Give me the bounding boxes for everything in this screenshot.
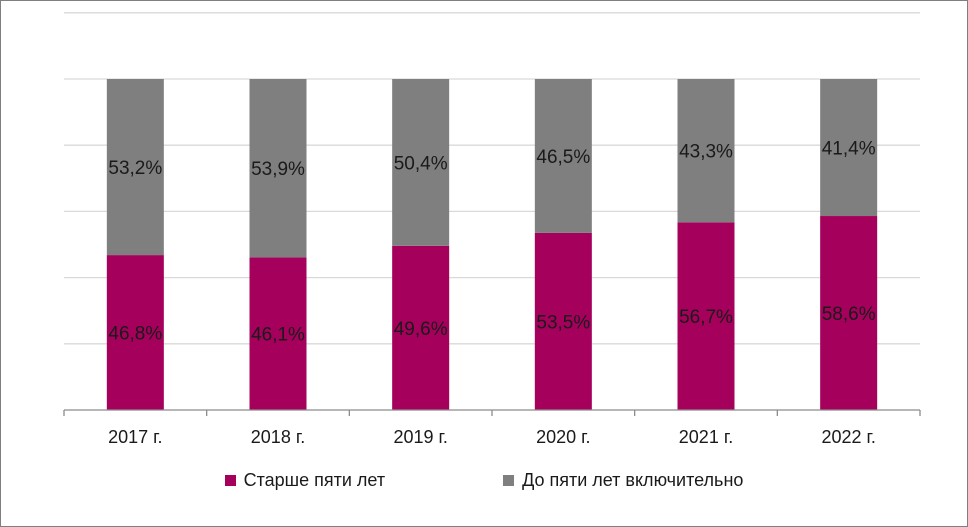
x-axis: 2017 г. 2018 г. 2019 г. 2020 г. 2021 г. 2022 … [63,409,921,447]
data-labels: 46,8% 53,2% 46,1% 53,9% 49,6% 50,4% 53,5% 46,5%… [108,139,875,346]
legend-swatch-younger [503,475,515,486]
legend-label-younger: До пяти лет включительно [522,470,744,490]
bar-segment-s1-5 [820,79,878,217]
x-tick-label-0: 2017 г. [108,427,162,447]
data-label-s1-0: 53,2% [108,158,162,179]
legend: Старше пяти лет До пяти лет включительно [0,470,968,491]
data-label-s0-2: 49,6% [394,319,448,340]
bar-segment-s1-4 [677,79,735,223]
x-tick-label-4: 2021 г. [679,427,733,447]
legend-label-older: Старше пяти лет [243,470,386,490]
bar-segment-s0-5 [820,216,878,410]
data-label-s0-0: 46,8% [108,324,162,345]
bar-segment-s0-4 [677,222,735,410]
x-tick-label-2: 2019 г. [393,427,447,447]
bar-segment-s0-2 [392,245,450,410]
bar-segment-s0-0 [106,255,164,410]
data-label-s1-4: 43,3% [679,142,733,163]
bars [106,79,878,410]
bar-segment-s1-0 [106,79,164,256]
x-tick-label-5: 2022 г. [821,427,875,447]
bar-segment-s0-3 [534,232,592,410]
data-label-s1-2: 50,4% [394,153,448,174]
data-label-s1-1: 53,9% [251,159,305,180]
bar-segment-s0-1 [249,257,307,410]
data-label-s1-5: 41,4% [822,139,876,160]
data-label-s1-3: 46,5% [536,147,590,168]
gridlines [64,12,920,345]
x-tick-label-3: 2020 г. [536,427,590,447]
data-label-s0-3: 53,5% [536,312,590,333]
x-tick-label-1: 2018 г. [251,427,305,447]
bar-segment-s1-2 [392,79,450,246]
bar-segment-s1-3 [534,79,592,233]
legend-item-younger: До пяти лет включительно [503,470,743,491]
data-label-s0-4: 56,7% [679,307,733,328]
bar-segment-s1-1 [249,79,307,258]
legend-swatch-older [224,475,236,486]
legend-item-older: Старше пяти лет [224,470,386,491]
data-label-s0-1: 46,1% [251,325,305,346]
data-label-s0-5: 58,6% [822,304,876,325]
